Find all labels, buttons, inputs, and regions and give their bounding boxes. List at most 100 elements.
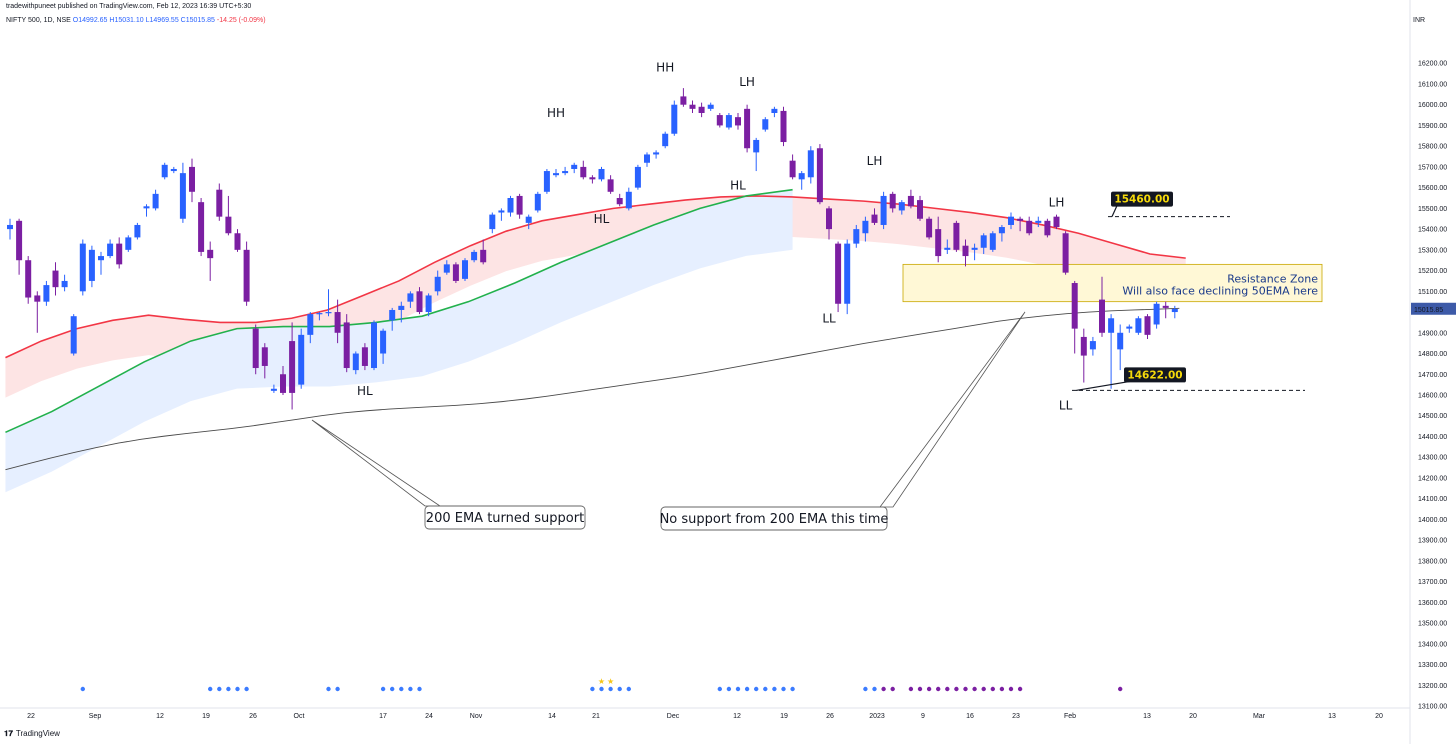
candle-body bbox=[325, 312, 332, 314]
candle-body bbox=[380, 330, 387, 354]
swing-label: LH bbox=[739, 75, 755, 89]
candle-body bbox=[634, 166, 641, 188]
level-tag bbox=[1111, 191, 1173, 207]
ema-band bbox=[5, 189, 793, 493]
brand-label: TradingView bbox=[15, 729, 60, 738]
candle-body bbox=[252, 328, 259, 369]
signal-dot bbox=[390, 686, 395, 692]
time-tick: Mar bbox=[1253, 713, 1266, 720]
price-tick: 15200.00 bbox=[1418, 268, 1447, 275]
candle-body bbox=[198, 202, 205, 252]
candle-body bbox=[716, 115, 723, 126]
time-tick: 20 bbox=[1375, 713, 1383, 720]
close-value: C15015.85 bbox=[180, 17, 215, 24]
price-tick: 14300.00 bbox=[1418, 455, 1447, 462]
signal-dot bbox=[335, 686, 340, 692]
signal-dot bbox=[590, 686, 595, 692]
candle-body bbox=[343, 322, 350, 369]
ema-lines bbox=[5, 188, 1186, 471]
candle-body bbox=[989, 233, 996, 250]
signal-dot bbox=[790, 686, 795, 692]
signal-dot bbox=[80, 686, 86, 692]
signal-dot bbox=[1017, 686, 1023, 692]
candle-body bbox=[771, 108, 778, 113]
signal-dot bbox=[408, 686, 413, 692]
time-tick: Oct bbox=[294, 713, 305, 720]
price-tick: 15800.00 bbox=[1418, 144, 1447, 151]
price-tick: 13400.00 bbox=[1418, 641, 1447, 648]
signal-dot bbox=[617, 686, 622, 692]
candle-body bbox=[853, 229, 860, 244]
candle-body bbox=[1062, 233, 1069, 273]
candle-body bbox=[407, 293, 414, 302]
price-axis: INR 13100.00 13200.00 13300.00 13400.00 13500… bbox=[1409, 0, 1456, 744]
candle-body bbox=[1171, 308, 1178, 313]
candle-body bbox=[498, 210, 505, 213]
price-tick: 14400.00 bbox=[1418, 434, 1447, 441]
time-tick: Feb bbox=[1064, 713, 1076, 720]
signal-dot bbox=[244, 686, 249, 692]
signal-dot bbox=[917, 686, 923, 692]
callout-text: 200 EMA turned support bbox=[426, 511, 584, 526]
candle-body bbox=[107, 243, 114, 257]
candle-body bbox=[1044, 220, 1051, 236]
callout-box bbox=[660, 506, 888, 531]
candle-body bbox=[398, 305, 405, 310]
price-tick: 14600.00 bbox=[1418, 392, 1447, 399]
signal-dot bbox=[763, 686, 768, 692]
time-tick: 13 bbox=[1328, 713, 1336, 720]
swing-label: LH bbox=[867, 154, 883, 168]
candle-body bbox=[607, 179, 614, 192]
signal-dot bbox=[608, 686, 613, 692]
candle-body bbox=[34, 295, 41, 302]
candle-body bbox=[207, 249, 214, 259]
swing-label: HH bbox=[656, 61, 674, 75]
zone-box bbox=[902, 263, 1323, 303]
candle-body bbox=[79, 243, 86, 292]
candle-body bbox=[16, 220, 23, 261]
callout-pointer bbox=[879, 311, 1026, 508]
price-tick: 15600.00 bbox=[1418, 185, 1447, 192]
signal-dot bbox=[380, 686, 386, 692]
time-tick: 2023 bbox=[869, 713, 885, 720]
candle-body bbox=[480, 249, 487, 263]
time-tick: 14 bbox=[548, 713, 556, 720]
candle-body bbox=[625, 191, 632, 209]
high-value: H15031.10 bbox=[109, 17, 144, 24]
signal-dot bbox=[990, 686, 995, 692]
candle-body bbox=[1008, 216, 1014, 225]
symbol-label: NIFTY 500, 1D, NSE bbox=[6, 17, 71, 24]
candle-body bbox=[116, 243, 123, 265]
signal-star-icon: ★ bbox=[598, 677, 605, 686]
candle-body bbox=[507, 198, 514, 213]
candle-body bbox=[1080, 336, 1087, 356]
signal-dot bbox=[726, 686, 732, 692]
time-tick: 9 bbox=[921, 713, 925, 720]
candle-body bbox=[698, 106, 705, 113]
candle-body bbox=[616, 198, 623, 205]
swing-label: HL bbox=[594, 212, 610, 226]
signal-dot bbox=[936, 686, 941, 692]
candle-body bbox=[1017, 218, 1024, 221]
candle-body bbox=[334, 312, 341, 333]
signal-dot bbox=[872, 686, 877, 692]
candle-body bbox=[170, 168, 177, 172]
time-tick: 22 bbox=[27, 713, 35, 720]
candle-body bbox=[434, 276, 441, 292]
candle-body bbox=[371, 322, 377, 369]
candle-body bbox=[152, 193, 159, 209]
candle-body bbox=[280, 374, 286, 393]
callout-pointer bbox=[311, 419, 442, 507]
footer-brand[interactable]: 𝟏𝟕 TradingView bbox=[4, 729, 60, 739]
candle-body bbox=[1035, 220, 1042, 223]
candle-body bbox=[525, 216, 532, 223]
candle-body bbox=[707, 104, 714, 109]
candle-body bbox=[1135, 318, 1142, 333]
open-value: O14992.65 bbox=[72, 17, 108, 24]
price-tick: 14500.00 bbox=[1418, 413, 1447, 420]
level-tag bbox=[1124, 367, 1186, 383]
candle-body bbox=[1153, 303, 1160, 325]
candle-body bbox=[452, 264, 459, 281]
signal-dot bbox=[208, 686, 213, 692]
